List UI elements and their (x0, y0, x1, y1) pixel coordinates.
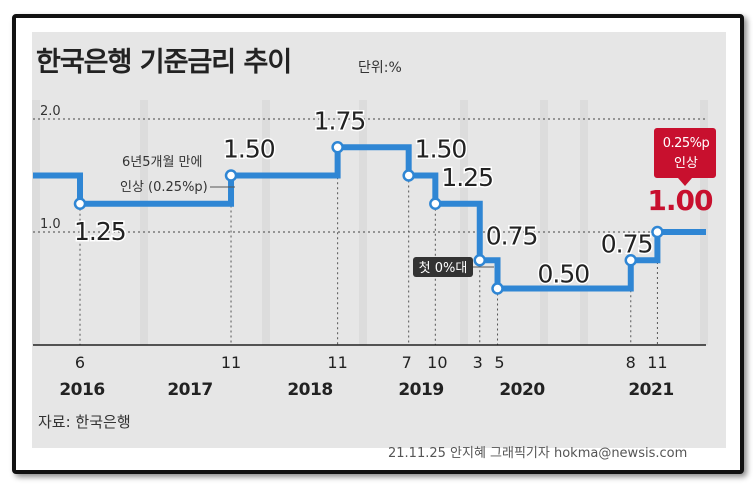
callout-box (654, 128, 716, 186)
value-label: 1.75 (314, 106, 366, 135)
annotation-text: 첫 0%대 (419, 261, 468, 276)
value-label: 0.75 (601, 229, 653, 258)
value-label: 0.50 (538, 260, 590, 289)
x-month-label: 5 (494, 353, 504, 372)
rate-point (402, 169, 415, 182)
chart-title: 한국은행 기준금리 추이 (36, 47, 292, 78)
rate-point (473, 254, 486, 267)
background-band (580, 100, 588, 345)
x-year-label: 2021 (628, 380, 673, 400)
value-label: 1.00 (647, 184, 713, 217)
x-month-label: 7 (402, 353, 412, 372)
background-band (140, 100, 148, 345)
value-label: 0.75 (486, 221, 538, 250)
value-label: 1.25 (441, 163, 493, 192)
value-label: 1.25 (74, 217, 126, 246)
background-band (700, 100, 708, 345)
unit-label: 단위:% (358, 60, 402, 76)
y-tick-label: 1.0 (40, 217, 61, 232)
rate-point (224, 169, 238, 182)
x-year-label: 2016 (59, 380, 104, 400)
source-label: 자료: 한국은행 (38, 413, 131, 431)
rate-point (429, 197, 442, 210)
callout-text: 0.25%p (663, 136, 710, 151)
rate-point (491, 282, 504, 295)
value-label: 1.50 (223, 135, 275, 164)
rate-point (331, 141, 344, 154)
x-year-label: 2018 (287, 380, 332, 400)
rate-point (624, 254, 638, 267)
credit-label: 21.11.25 안지혜 그래픽기자 hokma@newsis.com (388, 446, 688, 461)
x-month-label: 8 (626, 353, 636, 372)
x-month-label: 3 (473, 353, 483, 372)
y-tick-label: 2.0 (40, 104, 61, 119)
x-year-label: 2020 (499, 380, 545, 400)
x-month-label: 10 (427, 353, 447, 372)
annotation-box (413, 257, 473, 277)
background-band (359, 100, 367, 345)
x-year-label: 2017 (167, 380, 212, 400)
x-year-label: 2019 (398, 380, 443, 400)
x-month-label: 6 (75, 353, 85, 372)
x-month-label: 11 (647, 353, 667, 372)
background-band (262, 100, 270, 345)
rate-point (651, 225, 664, 239)
annotation-line: 6년5개월 만에 (122, 155, 202, 170)
rate-point (73, 197, 87, 210)
value-label: 1.50 (415, 135, 467, 164)
callout-text: 인상 (674, 156, 698, 171)
background-band (460, 100, 468, 345)
background-band (540, 100, 548, 345)
x-month-label: 11 (327, 353, 347, 372)
x-month-label: 11 (221, 353, 241, 372)
annotation-line: 인상 (0.25%p) (120, 180, 208, 195)
background-band (32, 100, 40, 345)
